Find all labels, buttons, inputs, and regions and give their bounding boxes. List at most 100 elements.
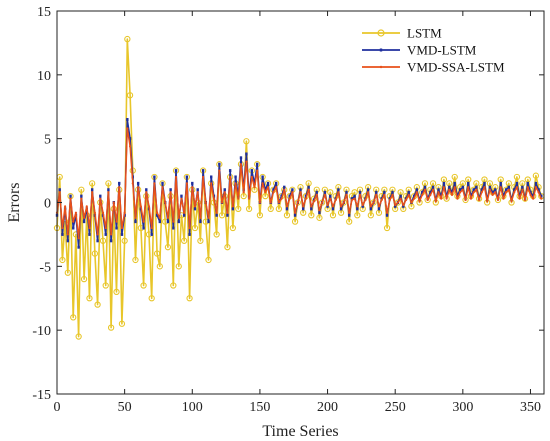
data-point <box>453 186 456 189</box>
y-axis-title: Errors <box>6 183 23 223</box>
data-point <box>366 188 370 192</box>
data-point <box>196 188 199 192</box>
data-point <box>440 197 443 200</box>
data-point <box>304 197 308 200</box>
data-point <box>145 188 148 192</box>
data-point <box>450 193 454 196</box>
data-point <box>494 191 497 194</box>
legend-label: LSTM <box>407 26 442 41</box>
data-point <box>353 197 356 200</box>
data-point <box>115 226 118 230</box>
x-axis-title: Time Series <box>262 423 338 440</box>
data-point <box>472 191 475 194</box>
data-point <box>315 193 318 196</box>
data-point <box>410 201 413 204</box>
data-point <box>126 127 129 130</box>
data-point <box>61 232 64 236</box>
legend-item: VMD-LSTM <box>362 43 477 58</box>
data-point <box>243 138 250 145</box>
data-point <box>245 152 248 156</box>
data-point <box>396 201 399 204</box>
data-point <box>513 173 521 181</box>
data-point <box>123 211 126 214</box>
data-point <box>174 175 178 179</box>
data-point <box>458 188 462 192</box>
data-point <box>124 35 131 43</box>
data-point <box>461 188 464 191</box>
data-point <box>258 201 262 204</box>
data-point <box>170 282 177 289</box>
data-point <box>499 181 502 185</box>
data-point <box>132 256 139 264</box>
data-point <box>404 198 408 202</box>
data-point <box>486 200 489 203</box>
data-point <box>61 226 64 230</box>
data-point <box>459 191 462 194</box>
data-point <box>367 212 374 219</box>
data-point <box>302 207 305 211</box>
data-point <box>193 205 197 208</box>
data-point <box>229 175 232 179</box>
data-point <box>77 245 80 249</box>
data-point <box>215 213 218 217</box>
data-point <box>507 185 511 189</box>
data-point <box>339 205 343 208</box>
data-point <box>213 231 220 238</box>
data-point <box>456 197 459 200</box>
y-tick-label: 5 <box>44 133 51 148</box>
data-point <box>307 188 310 191</box>
data-point <box>113 288 120 296</box>
data-point <box>434 200 437 203</box>
x-tick-label: 100 <box>182 400 203 415</box>
data-point <box>220 201 224 204</box>
data-point <box>461 185 465 189</box>
data-point <box>402 203 405 207</box>
data-point <box>226 211 229 214</box>
data-point <box>109 239 113 243</box>
data-point <box>329 212 337 219</box>
data-point <box>510 200 513 203</box>
data-point <box>262 192 269 200</box>
data-point <box>101 211 105 214</box>
data-point <box>488 185 492 189</box>
data-point <box>70 314 77 321</box>
y-tick-label: 15 <box>37 5 51 20</box>
data-point <box>288 194 291 198</box>
data-point <box>442 186 445 189</box>
data-point <box>237 197 240 200</box>
data-point <box>256 169 259 172</box>
x-tick-label: 0 <box>54 400 61 415</box>
data-point <box>177 216 180 219</box>
data-point <box>59 256 66 264</box>
data-point <box>502 197 505 200</box>
data-point <box>307 185 310 189</box>
data-point <box>504 188 508 192</box>
data-point <box>142 226 145 230</box>
data-point <box>69 194 72 198</box>
data-point <box>118 320 126 327</box>
data-point <box>272 188 275 192</box>
data-point <box>191 181 194 185</box>
data-point <box>229 224 237 232</box>
data-point <box>88 232 91 236</box>
data-point <box>361 203 364 207</box>
data-point <box>540 194 543 198</box>
data-point <box>115 220 118 223</box>
data-point <box>302 205 305 208</box>
data-point <box>205 256 212 264</box>
data-point <box>383 224 391 232</box>
data-point <box>245 205 253 213</box>
data-point <box>161 181 164 185</box>
data-point <box>139 205 142 208</box>
data-point <box>480 188 483 192</box>
data-point <box>488 188 491 191</box>
data-point <box>180 197 183 200</box>
data-point <box>174 169 178 173</box>
data-point <box>353 194 356 198</box>
data-point <box>394 203 397 207</box>
data-point <box>210 175 213 179</box>
data-point <box>155 213 159 217</box>
data-point <box>94 301 101 308</box>
data-point <box>256 212 264 219</box>
data-point <box>521 188 524 191</box>
